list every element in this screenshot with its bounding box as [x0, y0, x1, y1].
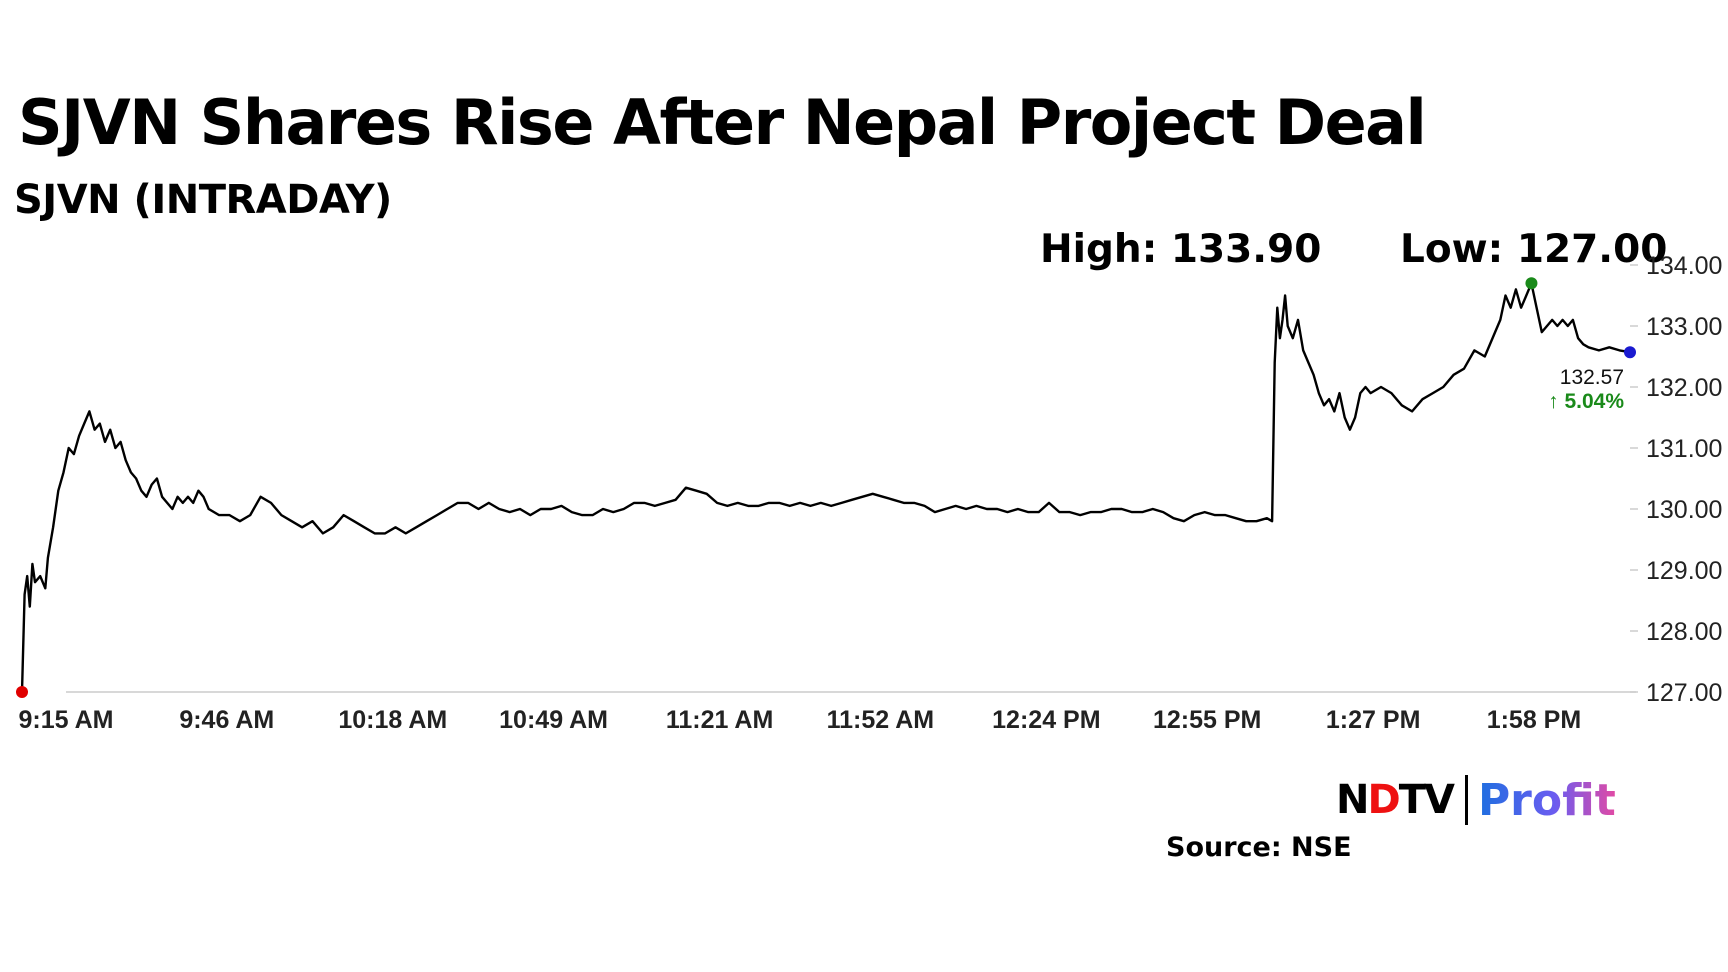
- last-value-label: 132.57: [1560, 366, 1624, 389]
- intraday-line-chart: 127.00 128.00 129.00 130.00 131.00 132.00 133.…: [16, 252, 1722, 734]
- x-axis: 9:15 AM 9:46 AM 10:18 AM 10:49 AM 11:21 AM 11…: [19, 706, 1582, 734]
- low-label: Low: 127.00: [1400, 227, 1668, 272]
- y-tick-label: 133.00: [1646, 313, 1722, 341]
- price-series-line: [20, 282, 1631, 693]
- x-tick-label: 10:18 AM: [338, 706, 447, 734]
- start-point-marker: [16, 686, 28, 698]
- x-tick-label: 11:52 AM: [827, 706, 934, 734]
- profit-wordmark: Profit: [1477, 774, 1616, 826]
- x-tick-label: 1:27 PM: [1326, 706, 1420, 734]
- y-tick-label: 132.00: [1646, 374, 1722, 402]
- x-tick-label: 9:15 AM: [19, 706, 114, 734]
- y-tick-label: 130.00: [1646, 496, 1722, 524]
- ndtv-profit-logo: NDTV Profit: [1336, 772, 1616, 828]
- y-tick-label: 134.00: [1646, 252, 1722, 280]
- x-tick-label: 12:55 PM: [1153, 706, 1261, 734]
- y-tick-label: 128.00: [1646, 618, 1722, 646]
- last-point-marker: [1624, 346, 1636, 359]
- ndtv-wordmark: NDTV: [1336, 777, 1455, 823]
- change-percent-label: ↑ 5.04%: [1548, 390, 1624, 413]
- chart-headline: SJVN Shares Rise After Nepal Project Dea…: [18, 86, 1427, 159]
- x-tick-label: 1:58 PM: [1487, 706, 1581, 734]
- high-point-marker: [1525, 277, 1538, 290]
- x-tick-label: 9:46 AM: [179, 706, 274, 734]
- chart-subtitle: SJVN (INTRADAY): [14, 177, 392, 223]
- chart-markers: [16, 277, 1636, 698]
- y-tick-label: 131.00: [1646, 435, 1722, 463]
- logo-divider: [1464, 775, 1468, 825]
- source-note: Source: NSE: [1166, 832, 1352, 863]
- y-axis: 127.00 128.00 129.00 130.00 131.00 132.00 133.…: [1630, 252, 1722, 707]
- x-tick-label: 11:21 AM: [666, 706, 773, 734]
- y-tick-label: 129.00: [1646, 557, 1722, 585]
- x-tick-label: 10:49 AM: [499, 706, 608, 734]
- y-tick-label: 127.00: [1646, 679, 1722, 707]
- high-label: High: 133.90: [1040, 227, 1322, 272]
- x-tick-label: 12:24 PM: [992, 706, 1100, 734]
